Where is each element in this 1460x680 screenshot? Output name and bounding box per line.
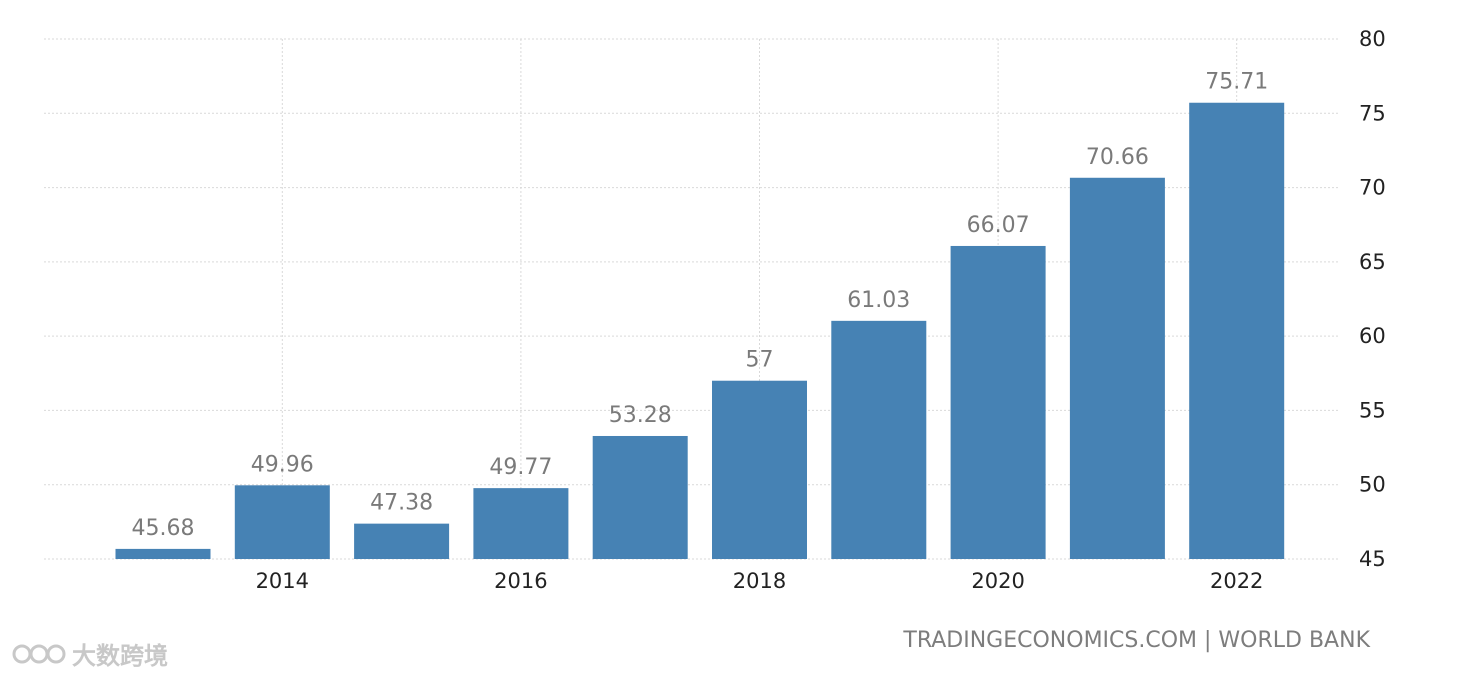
bar	[234, 485, 330, 559]
x-tick-label: 2022	[1210, 569, 1263, 593]
x-axis-ticks: 2014 2016 2018 2020 2022	[256, 569, 1264, 593]
bar	[1069, 177, 1165, 559]
bar-value-label: 49.77	[489, 455, 552, 480]
bar	[950, 245, 1046, 559]
bar-value-label: 53.28	[609, 403, 672, 428]
bar-value-label: 49.96	[251, 452, 314, 477]
x-tick-label: 2020	[971, 569, 1024, 593]
watermark-logo-icon	[12, 644, 66, 663]
bar	[592, 435, 688, 559]
y-tick-label: 65	[1359, 250, 1386, 274]
y-tick-label: 70	[1359, 176, 1386, 200]
bar	[115, 548, 211, 559]
bar-value-label: 66.07	[967, 213, 1030, 238]
bar-value-label: 70.66	[1086, 145, 1149, 170]
bar-value-label: 47.38	[370, 491, 433, 516]
watermark-text: 大数跨境	[72, 642, 168, 670]
bar-value-label: 57	[746, 348, 774, 373]
x-tick-label: 2018	[733, 569, 786, 593]
y-tick-label: 50	[1359, 473, 1386, 497]
x-tick-label: 2014	[256, 569, 309, 593]
bar-value-label: 75.71	[1205, 70, 1268, 95]
source-credit: TRADINGECONOMICS.COM | WORLD BANK	[903, 628, 1370, 653]
bars	[115, 102, 1285, 559]
y-axis-ticks: 45 50 55 60 65 70 75 80	[1359, 27, 1386, 571]
bar	[1189, 102, 1285, 559]
y-tick-label: 80	[1359, 27, 1386, 51]
bar	[473, 488, 569, 559]
bar-value-label: 45.68	[132, 516, 195, 541]
bar-value-label: 61.03	[847, 288, 910, 313]
y-tick-label: 60	[1359, 324, 1386, 348]
y-tick-label: 75	[1359, 101, 1386, 125]
y-tick-label: 45	[1359, 547, 1386, 571]
bar	[354, 523, 450, 559]
x-tick-label: 2016	[494, 569, 547, 593]
watermark: 大数跨境	[12, 636, 168, 671]
y-tick-label: 55	[1359, 398, 1386, 422]
value-labels: 45.68 49.96 47.38 49.77 53.28 57 61.03 66.07 70.…	[132, 70, 1269, 541]
bar	[831, 320, 927, 559]
bar	[712, 380, 807, 559]
